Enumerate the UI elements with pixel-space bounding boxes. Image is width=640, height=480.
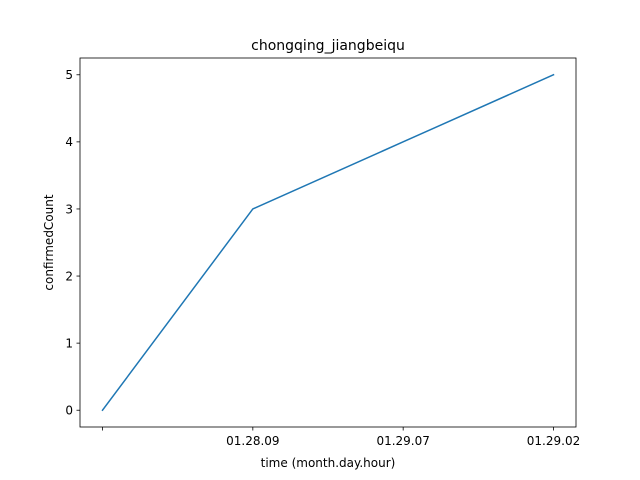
y-tick-label: 5	[65, 68, 73, 82]
x-tick-label: 01.28.09	[226, 434, 279, 448]
y-tick-label: 4	[65, 135, 73, 149]
y-tick-label: 0	[65, 404, 73, 418]
plot-area	[79, 57, 577, 428]
y-axis-label: confirmedCount	[42, 194, 56, 290]
y-tick-label: 2	[65, 269, 73, 283]
y-axis-ticks: 0 1 2 3 4 5	[65, 68, 80, 418]
x-axis-label: time (month.day.hour)	[261, 456, 396, 470]
x-tick-label: 01.29.02	[527, 434, 580, 448]
y-tick-label: 1	[65, 336, 73, 350]
x-axis-ticks: 01.28.09 01.29.07 01.29.02	[102, 427, 580, 448]
x-tick-label: 01.29.07	[376, 434, 429, 448]
series-line	[101, 73, 555, 412]
y-tick-label: 3	[65, 202, 73, 216]
series-group	[101, 73, 555, 412]
chart-title: chongqing_jiangbeiqu	[251, 38, 405, 54]
